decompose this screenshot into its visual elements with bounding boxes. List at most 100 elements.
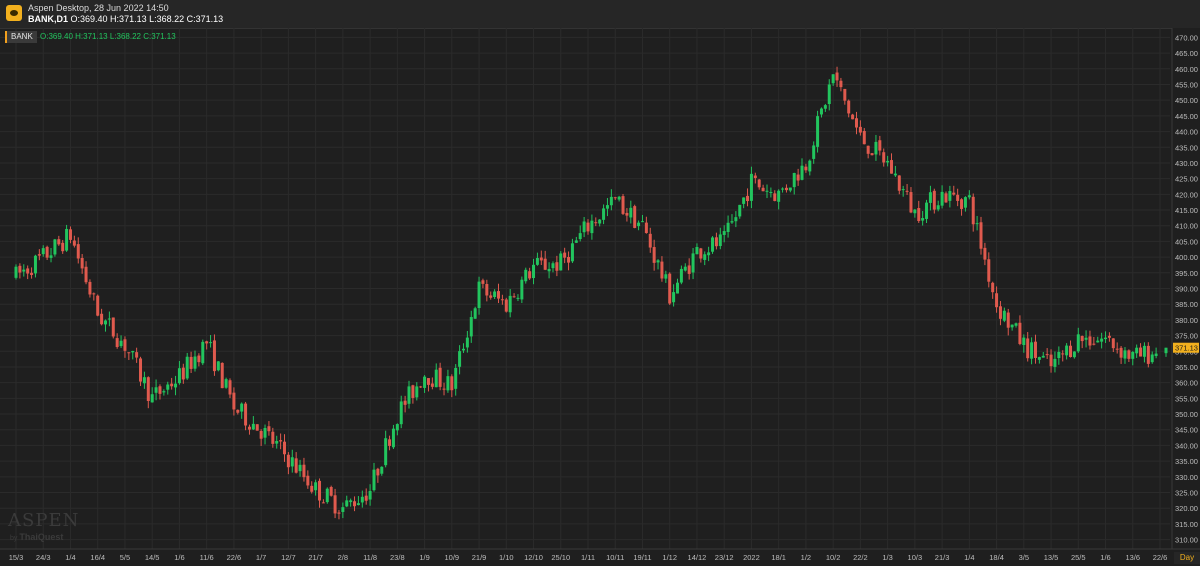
- last-price-label: 371.13: [1175, 344, 1198, 353]
- candle-body: [364, 495, 368, 501]
- candle-body: [948, 191, 952, 201]
- candle-body: [458, 351, 462, 367]
- candle-body: [341, 507, 345, 512]
- candle-body: [388, 439, 392, 446]
- time-tick-label: 3/5: [1019, 553, 1029, 562]
- candle-body: [878, 140, 882, 151]
- time-tick-label: 1/9: [419, 553, 429, 562]
- time-tick-label: 2022: [743, 553, 760, 562]
- candle-body: [629, 207, 633, 218]
- candle-body: [722, 231, 726, 235]
- time-tick-label: 21/3: [935, 553, 950, 562]
- candle-body: [901, 189, 905, 191]
- time-tick-label: 1/10: [499, 553, 514, 562]
- candle-body: [543, 258, 547, 270]
- candle-body: [150, 394, 154, 403]
- candle-body: [687, 265, 691, 274]
- candle-body: [1069, 345, 1073, 358]
- candle-body: [407, 386, 411, 404]
- candle-body: [551, 263, 555, 269]
- candle-body: [738, 204, 742, 217]
- candle-body: [1018, 322, 1022, 344]
- candle-body: [944, 193, 948, 203]
- candle-body: [866, 145, 870, 154]
- candle-body: [998, 306, 1002, 319]
- time-tick-label: 22/6: [1153, 553, 1168, 562]
- candle-body: [1045, 354, 1049, 356]
- candle-body: [205, 341, 209, 344]
- candle-body: [753, 175, 757, 178]
- candle-body: [796, 174, 800, 181]
- candle-body: [730, 221, 734, 223]
- candle-body: [504, 299, 508, 312]
- candle-body: [434, 369, 438, 388]
- candle-body: [1107, 335, 1111, 338]
- candle-body: [345, 500, 349, 507]
- time-tick-label: 2/8: [338, 553, 348, 562]
- window-title: Aspen Desktop, 28 Jun 2022 14:50: [28, 3, 169, 13]
- candle-body: [991, 282, 995, 293]
- price-chart[interactable]: 310.00 315.00 320.00 325.00 330.00 335.00 340.…: [0, 28, 1200, 566]
- candle-body: [1119, 347, 1123, 358]
- time-tick-label: 1/7: [256, 553, 266, 562]
- watermark-vendor-name: ThaiQuest: [19, 532, 64, 542]
- candle-body: [154, 387, 158, 393]
- candle-body: [298, 464, 302, 472]
- candle-body: [263, 427, 267, 438]
- candle-body: [310, 485, 314, 492]
- timeframe-label[interactable]: Day: [1174, 552, 1200, 564]
- candle-body: [1127, 350, 1131, 359]
- candle-body: [127, 352, 131, 354]
- price-tick-label: 435.00: [1175, 143, 1198, 152]
- candle-body: [851, 114, 855, 120]
- candle-body: [652, 247, 656, 263]
- candle-body: [524, 269, 528, 282]
- candle-body: [325, 488, 329, 503]
- candle-body: [1146, 345, 1150, 364]
- candle-body: [88, 281, 92, 295]
- candle-body: [321, 502, 325, 504]
- candle-body: [275, 441, 279, 444]
- candle-body: [53, 239, 57, 255]
- candle-body: [909, 192, 913, 213]
- price-tick-label: 385.00: [1175, 300, 1198, 309]
- candle-body: [240, 403, 244, 412]
- candle-body: [897, 175, 901, 191]
- candle-body: [65, 228, 69, 251]
- candle-body: [555, 262, 559, 271]
- candle-body: [131, 350, 135, 353]
- candle-body: [1084, 337, 1088, 340]
- candle-body: [960, 199, 964, 209]
- last-price-box: [1173, 342, 1199, 353]
- candle-body: [633, 206, 637, 228]
- time-tick-label: 1/6: [1100, 553, 1110, 562]
- legend-symbol[interactable]: BANK: [5, 31, 37, 43]
- time-tick-label: 1/4: [65, 553, 75, 562]
- candle-body: [664, 274, 668, 279]
- watermark-vendor: by ThaiQuest: [10, 532, 63, 542]
- candle-body: [107, 318, 111, 320]
- price-tick-label: 350.00: [1175, 410, 1198, 419]
- candles: [14, 66, 1168, 520]
- candle-body: [251, 423, 255, 430]
- candle-body: [886, 160, 890, 163]
- time-tick-label: 24/3: [36, 553, 51, 562]
- candle-body: [259, 430, 263, 439]
- price-tick-label: 325.00: [1175, 489, 1198, 498]
- time-tick-label: 1/2: [801, 553, 811, 562]
- candle-body: [761, 187, 765, 192]
- candle-body: [520, 279, 524, 300]
- candle-body: [831, 74, 835, 84]
- candle-body: [823, 105, 827, 109]
- candle-body: [1092, 343, 1096, 345]
- time-tick-label: 13/5: [1044, 553, 1059, 562]
- price-tick-label: 380.00: [1175, 316, 1198, 325]
- candle-body: [485, 284, 489, 296]
- candle-body: [337, 512, 341, 514]
- price-tick-label: 440.00: [1175, 128, 1198, 137]
- candle-body: [535, 258, 539, 265]
- candle-body: [497, 291, 501, 299]
- candle-body: [812, 145, 816, 159]
- candle-body: [952, 192, 956, 195]
- time-tick-label: 15/3: [9, 553, 24, 562]
